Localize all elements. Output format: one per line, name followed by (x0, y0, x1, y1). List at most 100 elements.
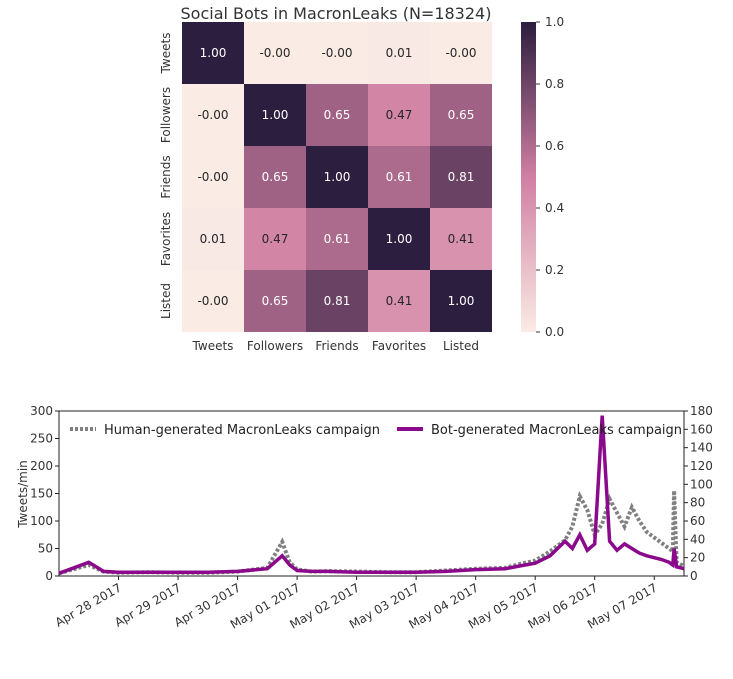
right-tick-label: 60 (690, 514, 705, 528)
left-tick-label: 100 (30, 514, 53, 528)
colorbar-tick-label: 0.4 (545, 201, 564, 215)
x-tick-label: Apr 28 2017 (53, 580, 124, 629)
heatmap-cell-label: 1.00 (386, 232, 413, 246)
heatmap-cell (306, 208, 368, 270)
correlation-heatmap: Social Bots in MacronLeaks (N=18324) 1.0… (159, 4, 564, 353)
heatmap-cell-label: 0.47 (386, 108, 413, 122)
heatmap-cell-label: 0.65 (324, 108, 351, 122)
heatmap-cell-label: 0.41 (386, 294, 413, 308)
left-tick-label: 300 (30, 404, 53, 418)
heatmap-cell (368, 208, 430, 270)
colorbar-tick-label: 0.2 (545, 263, 564, 277)
heatmap-cell-label: -0.00 (197, 170, 228, 184)
heatmap-cell (306, 270, 368, 332)
heatmap-cell (244, 270, 306, 332)
heatmap-cell-label: 0.65 (262, 170, 289, 184)
left-tick-label: 0 (45, 569, 53, 583)
heatmap-cell-label: 1.00 (200, 46, 227, 60)
heatmap-cell (182, 208, 244, 270)
heatmap-row-label: Followers (159, 87, 173, 143)
right-tick-label: 40 (690, 532, 705, 546)
colorbar-ticks: 0.0 0.2 0.4 0.6 0.8 1.0 (536, 15, 564, 339)
colorbar (521, 22, 536, 332)
heatmap-cell-label: 1.00 (448, 294, 475, 308)
heatmap-column-labels: Tweets Followers Friends Favorites Listed (192, 339, 479, 353)
heatmap-cell (182, 84, 244, 146)
heatmap-cell (306, 84, 368, 146)
heatmap-cells: 1.00 -0.00 -0.00 0.01 -0.00 -0.00 1.00 0.65 0.47… (182, 22, 492, 332)
right-tick-label: 140 (690, 441, 713, 455)
heatmap-cell (182, 146, 244, 208)
heatmap-row-label: Listed (159, 283, 173, 319)
heatmap-column-label: Friends (315, 339, 358, 353)
heatmap-cell-label: 0.61 (386, 170, 413, 184)
right-axis-ticks: 0 20 40 60 80 100 120 140 160 180 (684, 404, 713, 583)
series-line-bot (58, 415, 685, 575)
heatmap-row-label: Favorites (159, 212, 173, 266)
heatmap-cell (368, 146, 430, 208)
right-tick-label: 180 (690, 404, 713, 418)
colorbar-tick-label: 0.8 (545, 77, 564, 91)
heatmap-cell-label: -0.00 (445, 46, 476, 60)
heatmap-cell-label: 0.47 (262, 232, 289, 246)
heatmap-cell (244, 84, 306, 146)
heatmap-cell (306, 146, 368, 208)
heatmap-cell-label: -0.00 (259, 46, 290, 60)
heatmap-cell (244, 208, 306, 270)
right-tick-label: 160 (690, 422, 713, 436)
heatmap-cell-label: 0.41 (448, 232, 475, 246)
y-axis-label: Tweets/min (16, 460, 30, 529)
left-axis-ticks: 0 50 100 150 200 250 300 (30, 404, 59, 583)
legend-label: Bot-generated MacronLeaks campaign (431, 423, 682, 438)
heatmap-column-label: Followers (247, 339, 303, 353)
heatmap-cell-label: 0.65 (262, 294, 289, 308)
heatmap-cell-label: 0.61 (324, 232, 351, 246)
left-tick-label: 200 (30, 459, 53, 473)
heatmap-cell-label: 1.00 (324, 170, 351, 184)
heatmap-cell (430, 270, 492, 332)
right-tick-label: 20 (690, 551, 705, 565)
heatmap-cell (368, 84, 430, 146)
heatmap-row-labels: Tweets Followers Friends Favorites Listed (159, 33, 173, 319)
heatmap-cell-label: 0.01 (386, 46, 413, 60)
heatmap-cell-label: -0.00 (197, 294, 228, 308)
left-tick-label: 150 (30, 487, 53, 501)
series-line-human (58, 490, 685, 576)
heatmap-cell (430, 208, 492, 270)
heatmap-cell (368, 270, 430, 332)
heatmap-cell (430, 22, 492, 84)
heatmap-cell-label: -0.00 (321, 46, 352, 60)
heatmap-row-label: Tweets (159, 33, 173, 75)
heatmap-cell (244, 22, 306, 84)
heatmap-cell-label: 0.81 (324, 294, 351, 308)
right-tick-label: 0 (690, 569, 698, 583)
heatmap-cell (368, 22, 430, 84)
legend: Human-generated MacronLeaks campaign Bot-… (70, 423, 682, 438)
heatmap-cell (244, 146, 306, 208)
heatmap-row-label: Friends (159, 155, 173, 198)
colorbar-tick-label: 1.0 (545, 15, 564, 29)
heatmap-cell (182, 22, 244, 84)
timeseries-lines (58, 415, 685, 576)
heatmap-column-label: Tweets (192, 339, 234, 353)
heatmap-cell (182, 270, 244, 332)
heatmap-cell-label: 0.81 (448, 170, 475, 184)
heatmap-cell-label: 0.01 (200, 232, 227, 246)
right-tick-label: 100 (690, 477, 713, 491)
right-tick-label: 80 (690, 496, 705, 510)
x-tick-label: Apr 29 2017 (112, 580, 183, 629)
heatmap-cell (430, 146, 492, 208)
heatmap-cell (430, 84, 492, 146)
colorbar-tick-label: 0.0 (545, 325, 564, 339)
heatmap-cell (306, 22, 368, 84)
tweets-timeseries-chart: 0 50 100 150 200 250 300 0 20 40 60 80 100 120 140 160… (16, 404, 713, 632)
left-tick-label: 250 (30, 432, 53, 446)
left-tick-label: 50 (38, 542, 53, 556)
heatmap-column-label: Listed (443, 339, 479, 353)
heatmap-column-label: Favorites (372, 339, 426, 353)
heatmap-cell-label: -0.00 (197, 108, 228, 122)
heatmap-cell-label: 1.00 (262, 108, 289, 122)
legend-label: Human-generated MacronLeaks campaign (104, 423, 380, 438)
colorbar-tick-label: 0.6 (545, 139, 564, 153)
